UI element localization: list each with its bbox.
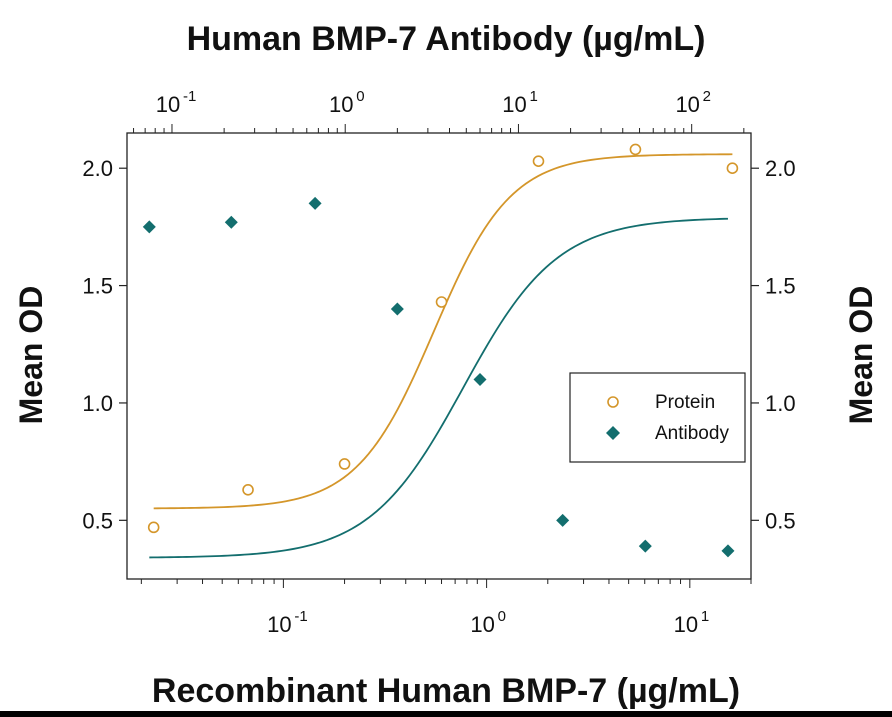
data-point-antibody: [224, 215, 238, 229]
x-top-tick-label: 10: [329, 92, 353, 117]
x-bottom-tick-label-exponent: -1: [294, 608, 307, 625]
x-bottom-tick-label: 10: [470, 612, 494, 637]
y-tick-label-left: 1.5: [82, 274, 113, 299]
data-point-protein: [338, 458, 351, 470]
y-tick-label-right: 2.0: [765, 156, 796, 181]
x-bottom-tick-label-exponent: 1: [701, 608, 709, 625]
y-tick-label-right: 1.0: [765, 391, 796, 416]
plot-frame: [126, 132, 752, 580]
top-axis-title: Human BMP-7 Antibody (µg/mL): [187, 20, 706, 58]
bottom-border-bar: [0, 711, 892, 717]
data-point-antibody: [638, 539, 652, 553]
y-tick-label-right: 0.5: [765, 508, 796, 533]
data-point-protein: [629, 143, 642, 156]
data-point-protein: [242, 483, 254, 496]
x-top-tick-label-exponent: 2: [703, 88, 711, 105]
data-point-antibody: [556, 513, 570, 527]
fit-curve-antibody: [149, 217, 729, 559]
x-top-tick-label-exponent: -1: [183, 88, 196, 105]
legend-protein-marker: [607, 396, 619, 408]
legend-protein-label: Protein: [655, 392, 715, 413]
legend: Protein Antibody: [569, 372, 746, 463]
data-point-antibody: [142, 220, 156, 234]
y-tick-label-left: 2.0: [82, 156, 113, 181]
data-point-protein: [147, 521, 160, 534]
x-top-tick-label-exponent: 1: [529, 88, 537, 105]
x-bottom-tick-label: 10: [267, 612, 291, 637]
y-tick-label-right: 1.5: [765, 274, 796, 299]
y-axis-label-right: Mean OD: [843, 286, 879, 425]
data-point-antibody: [473, 372, 487, 386]
legend-box: [569, 372, 746, 463]
legend-antibody-marker: [606, 426, 620, 440]
x-bottom-tick-label: 10: [674, 612, 698, 637]
data-point-antibody: [390, 302, 404, 316]
x-bottom-tick-label-exponent: 0: [498, 608, 506, 625]
x-top-tick-label: 10: [156, 92, 180, 117]
bottom-axis-title: Recombinant Human BMP-7 (µg/mL): [152, 672, 740, 710]
data-point-protein: [726, 162, 739, 175]
data-point-protein: [435, 296, 448, 308]
y-tick-label-left: 0.5: [82, 508, 113, 533]
y-axis-label-left: Mean OD: [13, 286, 49, 425]
x-top-tick-label: 10: [675, 92, 699, 117]
legend-antibody-label: Antibody: [655, 423, 729, 444]
y-tick-label-left: 1.0: [82, 391, 113, 416]
data-point-antibody: [721, 544, 735, 558]
x-top-tick-label: 10: [502, 92, 526, 117]
data-point-protein: [532, 155, 545, 167]
x-top-tick-label-exponent: 0: [356, 88, 364, 105]
fit-curve-protein: [153, 153, 733, 510]
data-point-antibody: [308, 196, 322, 210]
